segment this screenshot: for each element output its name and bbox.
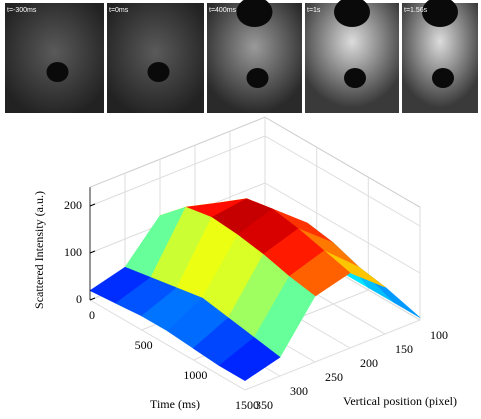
surface-patch xyxy=(218,337,281,381)
surface-plot: 0 100 200 0 500 1000 1500 100 150 200 250 300 350 Sca… xyxy=(32,116,457,412)
y-tick-label: 350 xyxy=(255,398,273,412)
hole xyxy=(246,68,269,88)
panel-label: t=0ms xyxy=(109,7,129,14)
panel-label: t=-300ms xyxy=(7,7,37,14)
hole xyxy=(344,68,366,88)
y-tick-label: 250 xyxy=(325,370,343,384)
photo-strip: t=-300ms t=0ms t=400ms t=1s t=1.56s xyxy=(5,0,478,113)
photo xyxy=(107,3,204,113)
hole xyxy=(334,0,370,27)
x-axis-label: Time (ms) xyxy=(150,397,200,411)
z-tick-label: 200 xyxy=(64,198,82,212)
x-tick-label: 1500 xyxy=(235,398,259,412)
y-tick-label: 200 xyxy=(360,356,378,370)
hole xyxy=(147,62,170,82)
panel-label: t=1s xyxy=(307,7,321,14)
x-tick-label: 1000 xyxy=(183,368,207,382)
y-tick-label: 150 xyxy=(395,342,413,356)
y-axis-label: Vertical position (pixel) xyxy=(343,394,457,408)
z-tick-label: 0 xyxy=(76,292,82,306)
tick-mark xyxy=(89,297,96,301)
hole xyxy=(46,62,69,82)
panel-label: t=1.56s xyxy=(404,7,428,14)
hole xyxy=(422,0,458,27)
z-axis-label: Scattered Intensity (a.u.) xyxy=(32,191,46,309)
hole xyxy=(236,0,273,27)
y-tick-label: 100 xyxy=(430,328,448,342)
tick-mark xyxy=(89,203,96,207)
hole xyxy=(432,68,454,88)
x-tick-label: 0 xyxy=(89,308,95,322)
z-tick-label: 100 xyxy=(64,245,82,259)
photo xyxy=(5,3,104,113)
x-tick-label: 500 xyxy=(135,338,153,352)
y-tick-label: 300 xyxy=(290,384,308,398)
tick-mark xyxy=(89,250,96,254)
panel-label: t=400ms xyxy=(209,7,237,14)
